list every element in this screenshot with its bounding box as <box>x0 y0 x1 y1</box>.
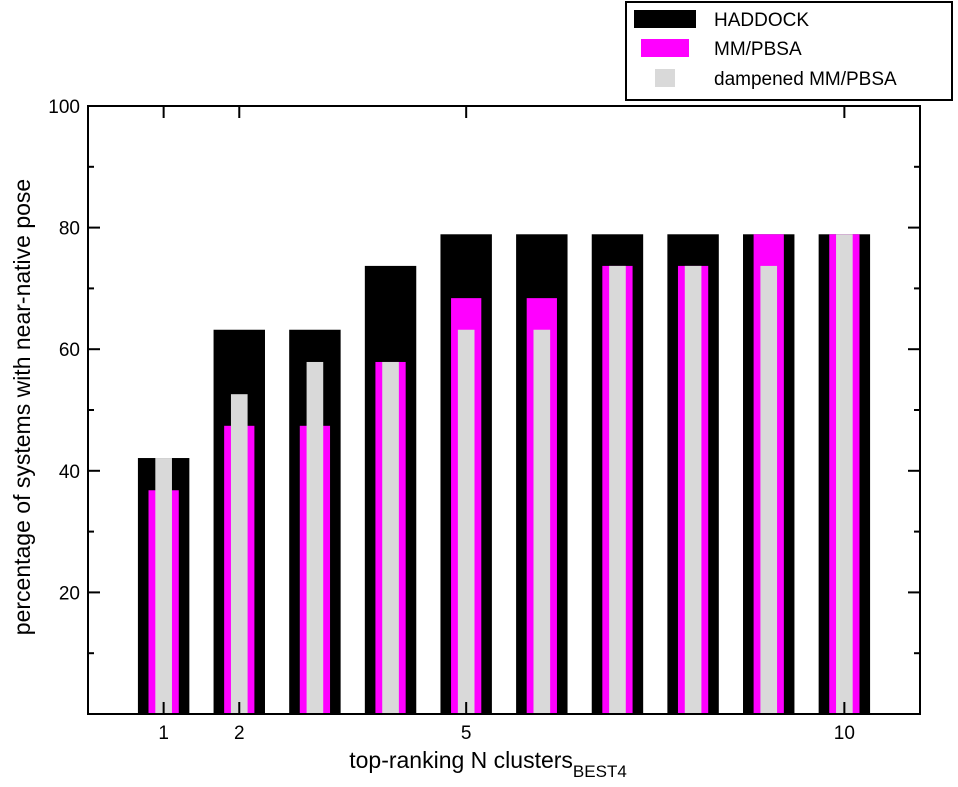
y-tick-label-60: 60 <box>59 340 80 361</box>
x-axis-label-subscript: BEST4 <box>573 762 627 781</box>
x-axis-label: top-ranking N clustersBEST4 <box>349 747 627 781</box>
x-tick-label-2: 2 <box>234 723 245 744</box>
legend-swatch-dampened-mm-pbsa <box>655 69 675 87</box>
legend-swatch-mm-pbsa <box>641 39 689 57</box>
x-tick-label-10: 10 <box>834 723 855 744</box>
x-tick-label-5: 5 <box>461 723 472 744</box>
bar-dampened-mm-pbsa-5 <box>457 329 475 714</box>
legend-swatch-haddock <box>634 10 696 28</box>
y-tick-label-80: 80 <box>59 219 80 240</box>
bars-group <box>137 234 871 714</box>
y-tick-label-40: 40 <box>59 462 80 483</box>
y-tick-label-100: 100 <box>48 97 80 118</box>
y-tick-label-20: 20 <box>59 583 80 604</box>
bar-dampened-mm-pbsa-7 <box>609 265 626 714</box>
x-tick-label-1: 1 <box>158 723 169 744</box>
bar-dampened-mm-pbsa-10 <box>836 234 853 714</box>
plot-frame <box>87 105 921 715</box>
y-axis-label: percentage of systems with near-native p… <box>9 179 35 635</box>
bar-dampened-mm-pbsa-9 <box>760 265 778 714</box>
bar-dampened-mm-pbsa-8 <box>684 265 702 714</box>
bar-dampened-mm-pbsa-3 <box>306 361 324 714</box>
bar-dampened-mm-pbsa-2 <box>230 394 248 714</box>
axes-group: 20 40 60 80 100 1 2 5 10 <box>48 97 920 744</box>
bar-dampened-mm-pbsa-6 <box>533 329 551 714</box>
bar-dampened-mm-pbsa-4 <box>382 361 399 714</box>
bar-dampened-mm-pbsa-1 <box>155 458 172 714</box>
legend-label-mm-pbsa: MM/PBSA <box>714 39 802 60</box>
legend: HADDOCK MM/PBSA dampened MM/PBSA <box>625 1 953 101</box>
legend-label-haddock: HADDOCK <box>714 10 809 31</box>
x-axis-label-main: top-ranking N clusters <box>349 747 573 773</box>
legend-label-dampened-mm-pbsa: dampened MM/PBSA <box>714 69 897 90</box>
